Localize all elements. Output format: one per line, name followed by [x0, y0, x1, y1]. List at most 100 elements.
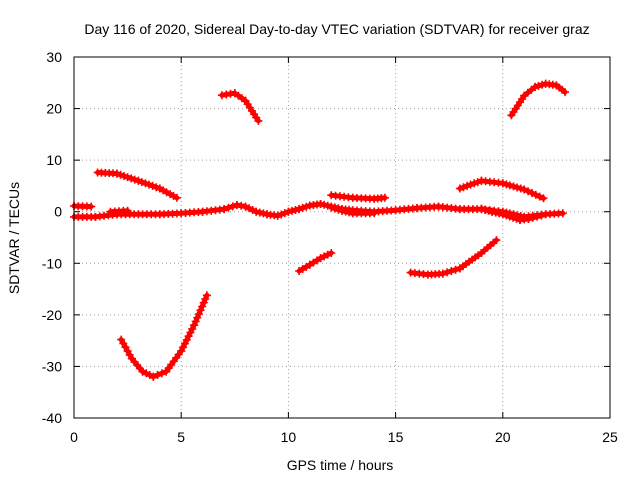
- y-tick-label: -30: [42, 358, 62, 374]
- data-point: [534, 81, 543, 90]
- x-tick-label: 15: [388, 429, 404, 445]
- series-arc-afternoon-low: [406, 236, 501, 279]
- data-point: [116, 170, 125, 179]
- data-point: [277, 210, 286, 219]
- data-point: [138, 367, 147, 376]
- data-point: [190, 321, 199, 330]
- series-line: [296, 250, 334, 274]
- y-tick-label: 10: [46, 152, 62, 168]
- data-point: [201, 295, 210, 303]
- data-point: [316, 254, 325, 263]
- data-point: [142, 369, 151, 378]
- series-arc-midday-rise: [295, 249, 336, 275]
- data-point: [473, 178, 482, 187]
- data-point: [149, 372, 158, 381]
- data-point: [273, 211, 282, 220]
- data-point: [466, 180, 475, 189]
- data-point: [298, 203, 307, 212]
- data-point: [463, 181, 472, 190]
- data-point: [438, 269, 447, 278]
- data-point: [259, 209, 268, 218]
- data-point: [561, 88, 569, 97]
- x-tick-label: 10: [281, 429, 297, 445]
- x-axis-label: GPS time / hours: [287, 457, 394, 473]
- data-point: [245, 204, 254, 213]
- data-point: [538, 80, 547, 89]
- data-point: [327, 203, 336, 212]
- y-tick-label: -10: [42, 255, 62, 271]
- series-arc-deep-minimum: [117, 291, 211, 381]
- data-point: [516, 184, 525, 193]
- data-point: [123, 173, 132, 182]
- data-point: [459, 183, 468, 192]
- data-point: [524, 214, 533, 223]
- data-point: [137, 178, 146, 187]
- data-point: [509, 182, 518, 191]
- series-arc-midday-dip: [327, 203, 379, 218]
- plot-frame: [73, 56, 611, 419]
- data-point: [112, 169, 121, 178]
- series-arc-peak-morning: [217, 89, 263, 125]
- data-point: [320, 252, 329, 261]
- y-tick-label: 30: [46, 49, 62, 65]
- data-point: [199, 298, 208, 307]
- data-point: [202, 291, 211, 300]
- data-point: [241, 202, 250, 211]
- data-point: [145, 180, 153, 189]
- x-tick-label: 0: [70, 429, 78, 445]
- data-point: [455, 184, 464, 193]
- data-point: [157, 369, 166, 378]
- data-point: [130, 175, 139, 184]
- data-point: [184, 332, 193, 341]
- data-point: [145, 371, 154, 379]
- data-point: [320, 200, 329, 209]
- data-point: [528, 213, 537, 222]
- data-point: [191, 317, 200, 326]
- data-point: [492, 236, 501, 245]
- data-point: [380, 193, 389, 202]
- data-point: [558, 209, 567, 218]
- y-tick-label: -20: [42, 307, 62, 323]
- data-point: [134, 176, 143, 185]
- data-point: [252, 207, 261, 216]
- data-point: [524, 187, 533, 196]
- data-point: [341, 207, 350, 216]
- x-tick-label: 20: [495, 429, 511, 445]
- data-point: [172, 193, 181, 202]
- data-point: [498, 179, 507, 188]
- data-point: [177, 347, 186, 355]
- data-point: [512, 214, 521, 223]
- data-point: [186, 328, 195, 337]
- series-arc-high-descending: [93, 168, 181, 202]
- x-tick-label: 5: [177, 429, 185, 445]
- data-point: [470, 179, 479, 188]
- data-point: [254, 116, 263, 125]
- data-point: [153, 371, 162, 379]
- series-arc-midday-offset: [327, 191, 389, 203]
- data-point: [502, 180, 511, 189]
- data-point: [327, 249, 336, 257]
- data-point: [141, 179, 150, 188]
- data-point: [495, 209, 504, 218]
- data-point: [447, 267, 456, 275]
- data-point: [123, 206, 132, 215]
- data-point: [302, 202, 311, 211]
- data-point: [345, 208, 354, 217]
- data-point: [280, 209, 289, 218]
- data-point: [228, 202, 237, 211]
- y-tick-label: 20: [46, 101, 62, 117]
- data-point: [198, 302, 207, 311]
- data-point: [505, 181, 514, 190]
- data-point: [370, 209, 379, 218]
- data-point: [87, 202, 96, 211]
- axis-ticks: 0 5 10 15 20 25 -40 -30 -20 -10 0 10 20 30: [42, 49, 618, 445]
- data-point: [323, 250, 332, 259]
- data-point: [484, 206, 493, 215]
- y-axis-label: SDTVAR / TECUs: [6, 182, 22, 294]
- data-point: [520, 185, 529, 194]
- data-point: [291, 206, 300, 214]
- data-point: [330, 204, 339, 213]
- data-point: [127, 174, 136, 183]
- data-point: [152, 183, 161, 192]
